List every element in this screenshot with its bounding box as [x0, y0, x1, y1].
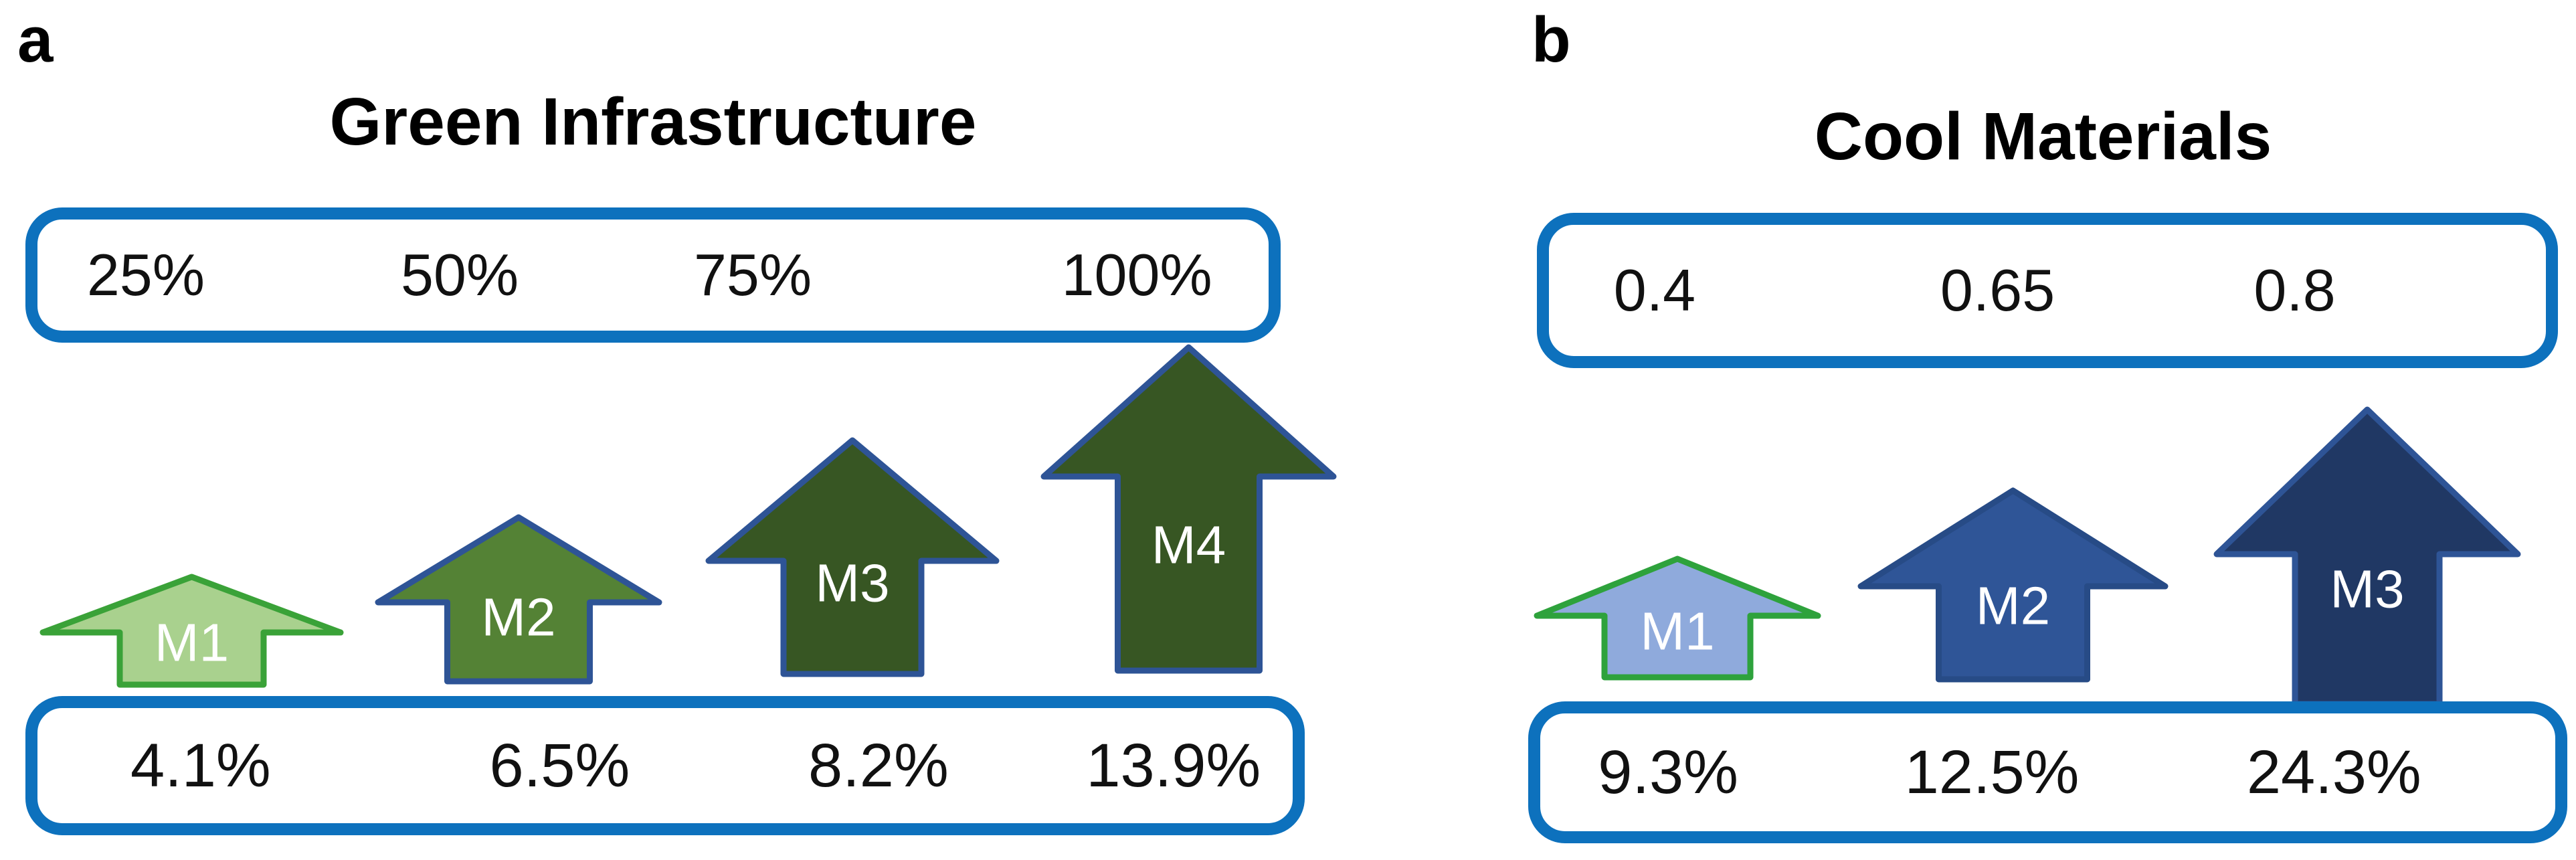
arrow-m4-panel-a: M4	[1040, 344, 1336, 674]
panel-b-title: Cool Materials	[1814, 99, 2272, 174]
arrow-label: M1	[1640, 602, 1714, 661]
bottom-box-value: 13.9%	[1086, 732, 1261, 800]
bottom-box-value: 24.3%	[2246, 738, 2421, 806]
arrow-m2-panel-a: M2	[375, 514, 662, 685]
bottom-box-value: 6.5%	[489, 732, 630, 800]
block-arrow-shape	[1857, 487, 2168, 683]
bottom-box-value: 9.3%	[1598, 738, 1738, 806]
panel-a-bottom-box: 4.1% 6.5% 8.2% 13.9%	[25, 696, 1305, 835]
panel-b-letter: b	[1532, 4, 1571, 76]
arrow-label: M2	[1975, 576, 2049, 636]
block-arrow-shape	[2213, 406, 2521, 707]
arrow-label: M4	[1151, 515, 1225, 575]
top-box-value: 0.65	[1940, 257, 2055, 323]
arrow-m1-panel-a: M1	[39, 574, 343, 688]
arrow-m3-panel-a: M3	[705, 437, 1000, 677]
top-box-value: 50%	[401, 242, 519, 308]
arrow-m3-panel-b: M3	[2213, 406, 2521, 707]
arrow-label: M3	[2330, 560, 2404, 619]
top-box-value: 25%	[86, 242, 205, 308]
block-arrow-shape	[39, 574, 343, 688]
top-box-value: 0.4	[1613, 257, 1696, 323]
top-box-value: 75%	[693, 242, 812, 308]
bottom-box-value: 4.1%	[130, 732, 271, 800]
panel-b-bottom-box: 9.3% 12.5% 24.3%	[1528, 701, 2567, 843]
bottom-box-value: 8.2%	[808, 732, 949, 800]
block-arrow-shape	[375, 514, 662, 685]
bottom-box-value: 12.5%	[1904, 738, 2080, 806]
arrow-m2-panel-b: M2	[1857, 487, 2168, 683]
panel-a-title: Green Infrastructure	[329, 84, 977, 159]
block-arrow-shape	[1534, 555, 1821, 681]
arrow-label: M2	[481, 588, 555, 647]
top-box-value: 100%	[1061, 242, 1212, 308]
arrow-label: M3	[815, 553, 889, 613]
top-box-value: 0.8	[2253, 257, 2336, 323]
arrow-label: M1	[154, 613, 228, 673]
arrow-m1-panel-b: M1	[1534, 555, 1821, 681]
panel-b-top-box: 0.4 0.65 0.8	[1537, 213, 2558, 368]
block-arrow-shape	[705, 437, 1000, 677]
panel-a-top-box: 25% 50% 75% 100%	[25, 207, 1281, 343]
block-arrow-shape	[1040, 344, 1336, 674]
panel-a-letter: a	[17, 4, 54, 76]
